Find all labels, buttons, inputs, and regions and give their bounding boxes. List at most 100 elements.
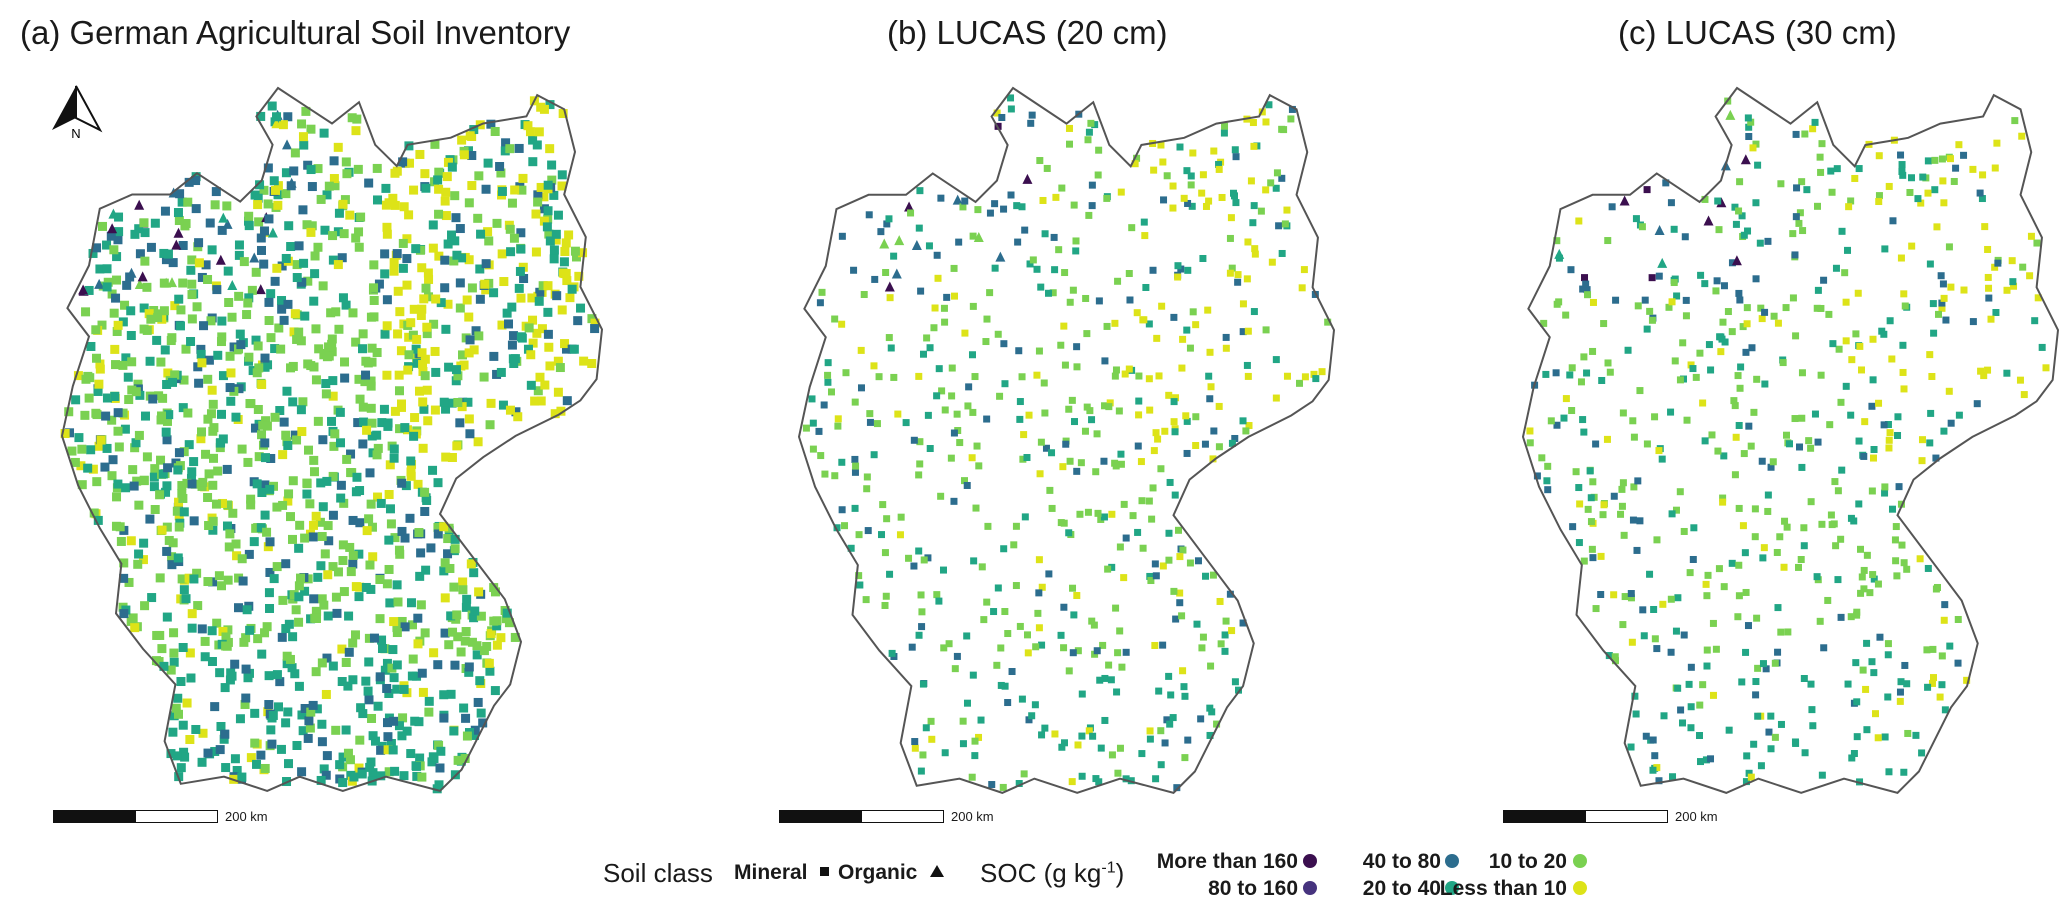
mineral-sample-marker	[384, 564, 394, 574]
mineral-sample-marker	[820, 401, 828, 409]
mineral-sample-marker	[553, 387, 563, 397]
mineral-sample-marker	[323, 521, 333, 531]
mineral-sample-marker	[465, 131, 475, 141]
mineral-sample-marker	[1166, 720, 1174, 728]
mineral-sample-marker	[284, 489, 294, 499]
mineral-sample-marker	[528, 338, 538, 348]
mineral-sample-marker	[164, 535, 174, 545]
mineral-sample-marker	[1202, 572, 1210, 580]
mineral-sample-marker	[969, 232, 977, 240]
mineral-sample-marker	[1817, 168, 1825, 176]
mineral-sample-marker	[126, 306, 136, 316]
mineral-sample-marker	[178, 240, 188, 250]
mineral-sample-marker	[1991, 164, 1999, 172]
mineral-sample-marker	[430, 405, 440, 415]
mineral-sample-marker	[1174, 526, 1182, 534]
mineral-sample-marker	[917, 287, 925, 295]
mineral-sample-marker	[918, 608, 926, 616]
mineral-sample-marker	[1126, 296, 1134, 304]
mineral-sample-marker	[441, 187, 451, 197]
mineral-sample-marker	[265, 484, 275, 494]
mineral-sample-marker	[281, 253, 291, 263]
mineral-sample-marker	[463, 397, 473, 407]
mineral-sample-marker	[92, 243, 102, 253]
mineral-sample-marker	[262, 421, 272, 431]
mineral-sample-marker	[1222, 344, 1230, 352]
mineral-sample-marker	[348, 675, 358, 685]
mineral-sample-marker	[239, 637, 249, 647]
mineral-sample-marker	[1288, 105, 1296, 113]
mineral-sample-marker	[1076, 510, 1084, 518]
mineral-sample-marker	[447, 452, 457, 462]
mineral-sample-marker	[372, 450, 382, 460]
mineral-sample-marker	[220, 729, 230, 739]
mineral-sample-marker	[1272, 394, 1280, 402]
mineral-sample-marker	[294, 617, 304, 627]
mineral-sample-marker	[206, 409, 216, 419]
mineral-sample-marker	[1937, 272, 1945, 280]
mineral-sample-marker	[1552, 369, 1560, 377]
mineral-sample-marker	[450, 236, 460, 246]
mineral-sample-marker	[1526, 427, 1534, 435]
mineral-sample-marker	[1881, 733, 1889, 741]
mineral-sample-marker	[419, 294, 429, 304]
mineral-sample-marker	[1568, 407, 1576, 415]
mineral-sample-marker	[172, 751, 182, 761]
mineral-sample-marker	[415, 753, 425, 763]
mineral-sample-marker	[1611, 657, 1619, 665]
mineral-sample-marker	[237, 554, 247, 564]
mineral-sample-marker	[423, 416, 433, 426]
mineral-sample-marker	[86, 341, 96, 351]
mineral-sample-marker	[1742, 348, 1750, 356]
mineral-sample-marker	[1896, 688, 1904, 696]
mineral-sample-marker	[348, 638, 358, 648]
mineral-sample-marker	[516, 228, 526, 238]
mineral-sample-marker	[461, 713, 471, 723]
mineral-sample-marker	[916, 460, 924, 468]
mineral-sample-marker	[294, 581, 304, 591]
mineral-sample-marker	[1696, 758, 1704, 766]
mineral-sample-marker	[93, 386, 103, 396]
mineral-sample-marker	[1871, 710, 1879, 718]
organic-sample-marker	[171, 239, 182, 250]
mineral-sample-marker	[162, 435, 172, 445]
mineral-sample-marker	[1641, 296, 1649, 304]
mineral-sample-marker	[286, 242, 296, 252]
mineral-sample-marker	[1827, 511, 1835, 519]
mineral-sample-marker	[1028, 111, 1036, 119]
mineral-sample-marker	[1875, 192, 1883, 200]
mineral-sample-marker	[2020, 391, 2028, 399]
mineral-sample-marker	[460, 754, 470, 764]
mineral-sample-marker	[192, 302, 202, 312]
mineral-sample-marker	[1221, 631, 1229, 639]
mineral-sample-marker	[1818, 771, 1826, 779]
mineral-sample-marker	[1936, 693, 1944, 701]
mineral-sample-marker	[497, 249, 507, 259]
mineral-sample-marker	[1798, 414, 1806, 422]
mineral-sample-marker	[1249, 119, 1257, 127]
mineral-sample-marker	[409, 304, 419, 314]
mineral-sample-marker	[1875, 198, 1883, 206]
mineral-sample-marker	[447, 230, 457, 240]
mineral-sample-marker	[1757, 762, 1765, 770]
mineral-sample-marker	[516, 293, 526, 303]
mineral-sample-marker	[127, 385, 137, 395]
mineral-sample-marker	[1874, 734, 1882, 742]
mineral-sample-marker	[424, 274, 434, 284]
mineral-sample-marker	[189, 574, 199, 584]
mineral-sample-marker	[1598, 376, 1606, 384]
mineral-sample-marker	[111, 360, 121, 370]
mineral-sample-marker	[1894, 413, 1902, 421]
mineral-sample-marker	[1617, 510, 1625, 518]
mineral-sample-marker	[186, 265, 196, 275]
mineral-sample-marker	[1166, 478, 1174, 486]
organic-sample-marker	[995, 251, 1006, 262]
mineral-sample-marker	[1251, 245, 1259, 253]
mineral-sample-marker	[1155, 372, 1163, 380]
mineral-sample-marker	[277, 304, 287, 314]
mineral-sample-marker	[509, 359, 519, 369]
mineral-sample-marker	[236, 340, 246, 350]
mineral-sample-marker	[235, 329, 245, 339]
mineral-sample-marker	[1650, 605, 1658, 613]
organic-triangle-icon	[930, 865, 944, 877]
